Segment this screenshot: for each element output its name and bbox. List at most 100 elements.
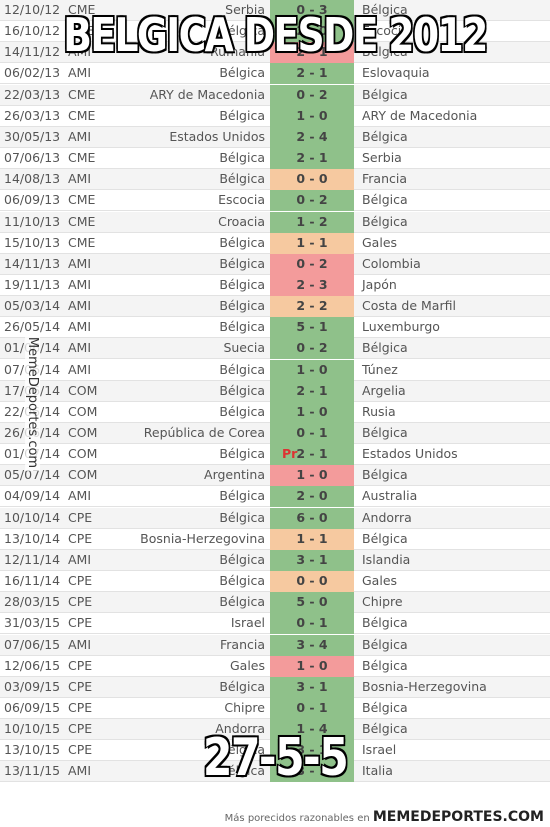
competition: AMI <box>68 276 92 292</box>
score: 2 - 0 <box>270 21 354 43</box>
match-row: 14/11/13 AMI Bélgica 0 - 2 Colombia <box>0 253 550 275</box>
score: 0 - 1 <box>270 423 354 444</box>
score: 0 - 2 <box>270 338 354 360</box>
match-row: 13/10/15 CPE Bélgica 3 - 1 Israel <box>0 740 550 762</box>
home-team: Bélgica <box>219 298 265 314</box>
score: 1 - 2 <box>270 211 354 233</box>
away-team: Bélgica <box>362 636 408 652</box>
away-team: Bélgica <box>362 530 408 546</box>
date: 03/09/15 <box>4 678 61 694</box>
date: 31/03/15 <box>4 615 61 631</box>
footer-site: MEMEDEPORTES.COM <box>372 809 544 825</box>
score: 0 - 1 <box>270 697 354 719</box>
away-team: Israel <box>362 742 397 758</box>
away-team: Chipre <box>362 594 403 610</box>
score: 1 - 0 <box>270 655 354 677</box>
match-row: 10/10/15 CPE Andorra 1 - 4 Bélgica <box>0 719 550 741</box>
footer-text: Más porecidos razonables en <box>224 813 370 824</box>
competition: AMI <box>68 65 92 81</box>
date: 15/10/13 <box>4 234 61 250</box>
home-team: Bélgica <box>219 150 265 166</box>
home-team: Gales <box>229 657 265 673</box>
score: 3 - 4 <box>270 634 354 656</box>
match-row: 12/11/14 AMI Bélgica 3 - 1 Islandia <box>0 549 550 571</box>
competition: COM <box>68 467 98 483</box>
home-team: Bélgica <box>219 594 265 610</box>
home-team: Bélgica <box>219 23 265 39</box>
match-row: 30/05/13 AMI Estados Unidos 2 - 4 Bélgica <box>0 126 550 148</box>
home-team: Israel <box>230 615 265 631</box>
home-team: Chipre <box>224 699 265 715</box>
home-team: República de Corea <box>143 425 265 440</box>
away-team: Eslovaquia <box>362 65 430 81</box>
date: 14/08/13 <box>4 171 61 187</box>
score: 1 - 4 <box>270 719 354 741</box>
home-team: Bélgica <box>219 678 265 694</box>
competition: CPE <box>68 615 93 631</box>
away-team: Bélgica <box>362 699 408 715</box>
match-row: 06/09/15 CPE Chipre 0 - 1 Bélgica <box>0 697 550 719</box>
competition: CME <box>68 234 96 250</box>
match-row: 15/10/13 CME Bélgica 1 - 1 Gales <box>0 232 550 254</box>
match-row: 13/11/15 AMI Bélgica 3 - 1 Italia <box>0 761 550 783</box>
competition: AMI <box>68 488 92 504</box>
date: 19/11/13 <box>4 276 61 292</box>
competition: CPE <box>68 699 93 715</box>
away-team: Japón <box>362 276 397 292</box>
title: BELGICA DESDE 2012 <box>62 7 489 63</box>
competition: CME <box>68 150 96 166</box>
away-team: Gales <box>362 573 398 589</box>
home-team: Bélgica <box>219 234 265 250</box>
home-team: Rumanía <box>210 44 265 60</box>
match-row: 14/11/12 AMI Rumanía 2 - 1 Bélgica <box>0 42 550 64</box>
home-team: Bélgica <box>219 742 265 758</box>
home-team: Bélgica <box>219 763 265 779</box>
competition: AMI <box>68 551 92 567</box>
away-team: Bélgica <box>362 2 408 17</box>
away-team: Bélgica <box>362 86 408 102</box>
match-row: 14/08/13 AMI Bélgica 0 - 0 Francia <box>0 169 550 191</box>
competition: CPE <box>68 530 93 546</box>
competition: CME <box>68 2 96 17</box>
away-team: Bélgica <box>362 192 408 208</box>
match-row: 26/05/14 AMI Bélgica 5 - 1 Luxemburgo <box>0 317 550 339</box>
match-row: 03/09/15 CPE Bélgica 3 - 1 Bosnia-Herzegovin… <box>0 676 550 698</box>
home-team: Bélgica <box>219 171 265 187</box>
date: 16/10/12 <box>4 23 61 39</box>
away-team: Andorra <box>362 509 412 525</box>
home-team: ARY de Macedonia <box>149 86 265 102</box>
home-team: Bosnia-Herzegovina <box>140 530 265 546</box>
away-team: ARY de Macedonia <box>362 107 478 123</box>
score: 1 - 1 <box>270 528 354 550</box>
match-row: 04/09/14 AMI Bélgica 2 - 0 Australia <box>0 486 550 508</box>
match-row: 12/10/12 CME Serbia 0 - 3 Bélgica <box>0 0 550 21</box>
date: 07/06/15 <box>4 636 61 652</box>
home-team: Bélgica <box>219 107 265 123</box>
home-team: Francia <box>219 636 265 652</box>
match-row: 06/09/13 CME Escocia 0 - 2 Bélgica <box>0 190 550 212</box>
score: 2 - 2 <box>270 296 354 318</box>
score: 5 - 1 <box>270 317 354 339</box>
competition: CPE <box>68 573 93 589</box>
home-team: Bélgica <box>219 319 265 335</box>
home-team: Andorra <box>215 721 265 737</box>
match-row: 06/02/13 AMI Bélgica 2 - 1 Eslovaquia <box>0 63 550 85</box>
home-team: Serbia <box>225 2 265 17</box>
away-team: Australia <box>362 488 418 504</box>
home-team: Suecia <box>223 340 265 356</box>
competition: AMI <box>68 128 92 144</box>
date: 06/02/13 <box>4 65 61 81</box>
score: 2 - 3 <box>270 274 354 296</box>
date: 12/11/14 <box>4 551 61 567</box>
match-row: 05/07/14 COM Argentina 1 - 0 Bélgica <box>0 465 550 487</box>
away-team: Italia <box>362 763 393 779</box>
away-team: Bosnia-Herzegovina <box>362 678 487 694</box>
date: 26/05/14 <box>4 319 61 335</box>
summary: 27-5-5 <box>202 727 350 789</box>
away-team: Islandia <box>362 551 411 567</box>
match-row: 12/06/15 CPE Gales 1 - 0 Bélgica <box>0 655 550 677</box>
match-row: 07/06/13 CME Bélgica 2 - 1 Serbia <box>0 148 550 170</box>
competition: COM <box>68 425 98 440</box>
